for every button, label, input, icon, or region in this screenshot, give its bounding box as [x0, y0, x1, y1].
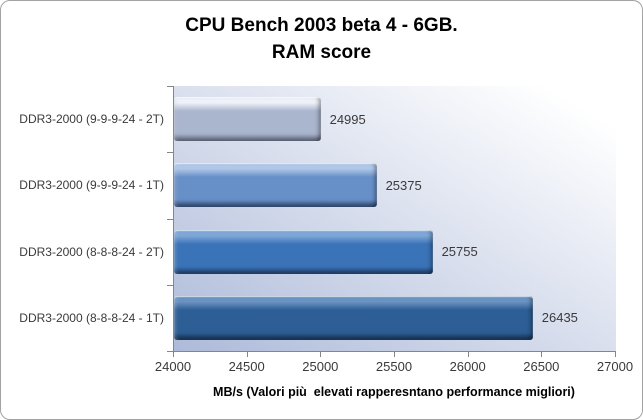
- y-tick-mark: [167, 152, 173, 154]
- bar: [174, 163, 377, 208]
- category-label: DDR3-2000 (9-9-9-24 - 1T): [19, 178, 164, 193]
- y-tick-mark: [167, 284, 173, 286]
- x-axis-title: MB/s (Valori più elevati rapperesntano p…: [213, 385, 575, 399]
- bar: [174, 295, 533, 340]
- y-tick-mark: [167, 86, 173, 87]
- x-tick-label: 26500: [523, 359, 560, 374]
- x-tick-label: 27000: [596, 359, 634, 374]
- x-tick-label: 25000: [302, 359, 339, 374]
- category-label: DDR3-2000 (9-9-9-24 - 2T): [19, 112, 164, 127]
- chart-title-line2: RAM score: [271, 42, 372, 63]
- x-tick-mark: [394, 352, 395, 357]
- x-tick-mark: [541, 352, 543, 357]
- x-tick-label: 24500: [228, 359, 265, 374]
- x-tick-mark: [615, 352, 616, 357]
- x-tick-mark: [467, 352, 469, 357]
- x-tick-label: 26000: [449, 359, 486, 374]
- y-tick-mark: [167, 351, 173, 352]
- x-tick-mark: [320, 352, 322, 357]
- x-tick-label: 25500: [375, 359, 413, 374]
- x-tick-label: 24000: [154, 359, 192, 374]
- category-label: DDR3-2000 (8-8-8-24 - 1T): [19, 310, 164, 325]
- bar-value-label: 25375: [385, 177, 422, 193]
- y-tick-mark: [167, 218, 173, 220]
- chart-title-line1: CPU Bench 2003 beta 4 - 6GB.: [185, 15, 458, 36]
- category-label: DDR3-2000 (8-8-8-24 - 2T): [19, 244, 164, 259]
- bar: [174, 97, 321, 141]
- chart-title: CPU Bench 2003 beta 4 - 6GB. RAM score: [1, 12, 642, 66]
- bar-value-label: 25755: [441, 244, 478, 260]
- plot-area: 24995 25375 25755 26435: [173, 86, 616, 352]
- x-tick-mark: [173, 352, 174, 357]
- x-tick-mark: [246, 352, 248, 357]
- bar-value-label: 24995: [329, 111, 366, 127]
- bar: [174, 229, 433, 274]
- bar-value-label: 26435: [541, 310, 578, 326]
